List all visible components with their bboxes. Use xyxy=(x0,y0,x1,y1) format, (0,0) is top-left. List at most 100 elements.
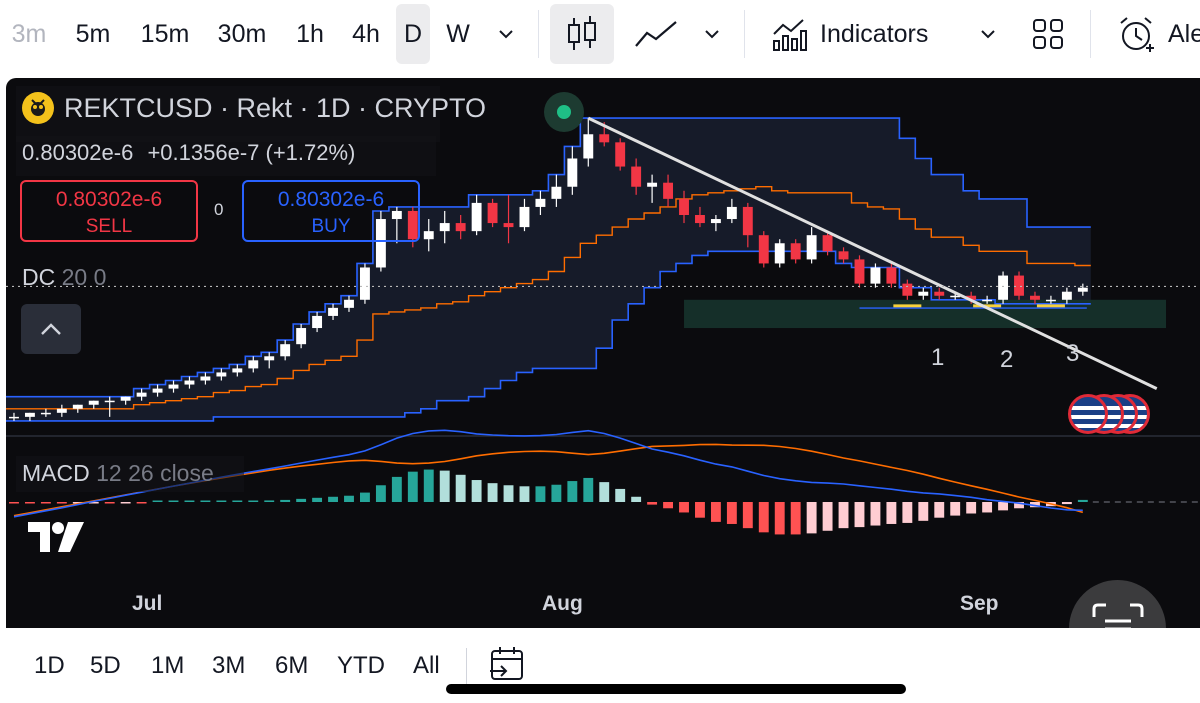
candle[interactable] xyxy=(742,202,753,248)
candle[interactable] xyxy=(774,239,785,268)
candle[interactable] xyxy=(200,372,211,385)
candle[interactable] xyxy=(535,190,546,215)
candle[interactable] xyxy=(56,404,67,417)
candles-icon[interactable] xyxy=(550,4,614,64)
candle[interactable] xyxy=(487,198,498,228)
candle[interactable] xyxy=(455,215,466,240)
candle[interactable] xyxy=(998,271,1009,304)
candle[interactable] xyxy=(328,303,338,320)
candle[interactable] xyxy=(471,194,482,236)
donchian-indicator-legend[interactable]: DC 20 0 xyxy=(22,264,106,291)
candle[interactable] xyxy=(726,198,737,224)
candle[interactable] xyxy=(519,198,530,232)
sell-button[interactable]: 0.80302e-6 SELL xyxy=(20,180,198,242)
range-1m[interactable]: 1M xyxy=(151,652,185,679)
candle[interactable] xyxy=(344,295,354,312)
alarm-clock-icon[interactable] xyxy=(1112,0,1162,68)
interval-30m[interactable]: 30m xyxy=(217,19,267,48)
candle[interactable] xyxy=(1045,295,1056,304)
candle[interactable] xyxy=(216,368,227,381)
candle[interactable] xyxy=(1061,287,1072,304)
intervals-chevron-down-icon[interactable] xyxy=(488,0,524,68)
candle[interactable] xyxy=(822,231,833,256)
candle[interactable] xyxy=(854,255,865,288)
candle[interactable] xyxy=(710,215,721,232)
macd-histogram-bar xyxy=(9,502,19,504)
candle[interactable] xyxy=(615,138,626,171)
line-chart-icon[interactable] xyxy=(628,0,684,68)
interval-3m[interactable]: 3m xyxy=(11,19,47,48)
interval-d[interactable]: D xyxy=(396,4,430,64)
candle[interactable] xyxy=(280,340,291,361)
candle[interactable] xyxy=(982,295,993,304)
range-3m[interactable]: 3M xyxy=(212,652,246,679)
symbol-legend[interactable]: REKTCUSD · Rekt · 1D · CRYPTO xyxy=(22,92,486,124)
interval-1h[interactable]: 1h xyxy=(296,19,324,48)
candle[interactable] xyxy=(104,396,115,417)
layout-grid-icon[interactable] xyxy=(1026,0,1070,68)
candle[interactable] xyxy=(631,158,642,195)
candle[interactable] xyxy=(886,263,897,288)
candle[interactable] xyxy=(583,118,594,167)
interval-w[interactable]: W xyxy=(446,19,470,48)
candle[interactable] xyxy=(902,279,913,300)
candle-body xyxy=(966,295,977,300)
candle[interactable] xyxy=(359,263,370,304)
range-all[interactable]: All xyxy=(413,652,440,679)
candle[interactable] xyxy=(184,376,195,389)
range-6m[interactable]: 6M xyxy=(275,652,309,679)
events-flags[interactable] xyxy=(1068,394,1158,434)
candle[interactable] xyxy=(312,311,323,333)
alert-button[interactable]: Ale xyxy=(1168,19,1200,48)
go-to-date-icon[interactable] xyxy=(488,646,528,689)
candle[interactable] xyxy=(695,206,705,228)
candle[interactable] xyxy=(663,174,673,207)
candle[interactable] xyxy=(24,412,35,421)
interval-4h[interactable]: 4h xyxy=(352,19,380,48)
chart-type-chevron-down-icon[interactable] xyxy=(694,0,730,68)
range-ytd[interactable]: YTD xyxy=(337,652,385,679)
candle[interactable] xyxy=(40,408,51,417)
candle[interactable] xyxy=(806,227,817,264)
candle[interactable] xyxy=(1030,291,1040,304)
candle[interactable] xyxy=(503,194,514,244)
candle[interactable] xyxy=(439,210,450,244)
macd-indicator-legend[interactable]: MACD 12 26 close xyxy=(22,460,214,487)
candle[interactable] xyxy=(168,380,179,393)
candle[interactable] xyxy=(88,400,99,409)
indicators-chevron-down-icon[interactable] xyxy=(970,0,1006,68)
candle[interactable] xyxy=(934,287,945,300)
candle[interactable] xyxy=(838,247,849,264)
chart-pane[interactable]: REKTCUSD · Rekt · 1D · CRYPTO 0.80302e-6… xyxy=(6,78,1200,628)
candle[interactable] xyxy=(423,219,434,252)
candle[interactable] xyxy=(679,190,689,224)
market-open-status-icon[interactable] xyxy=(544,92,584,132)
candle[interactable] xyxy=(551,174,562,207)
candle[interactable] xyxy=(9,412,19,421)
candle[interactable] xyxy=(1077,283,1088,296)
candle[interactable] xyxy=(870,263,881,288)
candle[interactable] xyxy=(120,396,131,405)
candle[interactable] xyxy=(567,146,578,195)
candle[interactable] xyxy=(152,384,163,397)
candle[interactable] xyxy=(264,352,275,369)
candle[interactable] xyxy=(72,404,83,413)
range-1d[interactable]: 1D xyxy=(34,652,65,679)
candle[interactable] xyxy=(391,206,402,244)
candle[interactable] xyxy=(647,174,658,203)
candle[interactable] xyxy=(758,231,769,268)
candle[interactable] xyxy=(296,324,307,349)
candle[interactable] xyxy=(918,287,929,300)
indicators-button[interactable]: Indicators xyxy=(820,19,929,48)
candle[interactable] xyxy=(1014,271,1024,300)
candle[interactable] xyxy=(136,388,147,401)
candle[interactable] xyxy=(248,356,259,373)
collapse-legend-button[interactable] xyxy=(21,304,81,354)
candle[interactable] xyxy=(232,364,243,377)
range-5d[interactable]: 5D xyxy=(90,652,121,679)
interval-15m[interactable]: 15m xyxy=(140,19,190,48)
interval-5m[interactable]: 5m xyxy=(75,19,111,48)
indicators-icon[interactable] xyxy=(768,0,810,68)
buy-button[interactable]: 0.80302e-6 BUY xyxy=(242,180,420,242)
candle[interactable] xyxy=(790,239,801,264)
